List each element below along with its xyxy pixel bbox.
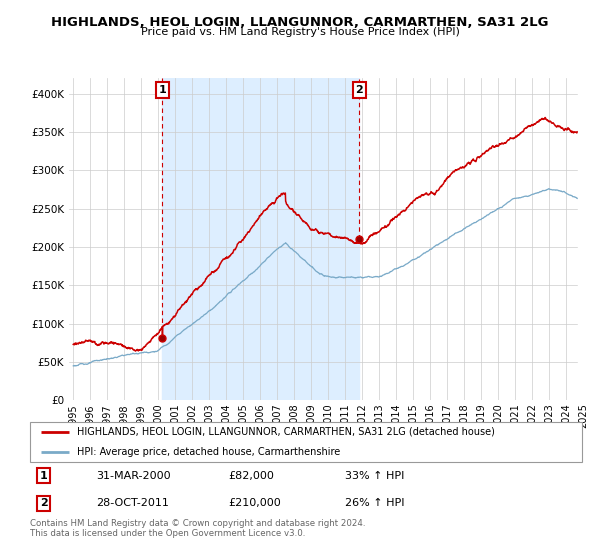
Text: HIGHLANDS, HEOL LOGIN, LLANGUNNOR, CARMARTHEN, SA31 2LG (detached house): HIGHLANDS, HEOL LOGIN, LLANGUNNOR, CARMA… (77, 427, 495, 437)
FancyBboxPatch shape (30, 422, 582, 462)
Text: HPI: Average price, detached house, Carmarthenshire: HPI: Average price, detached house, Carm… (77, 447, 340, 457)
Text: £82,000: £82,000 (229, 470, 275, 480)
Text: 28-OCT-2011: 28-OCT-2011 (96, 498, 169, 508)
Text: 2: 2 (355, 85, 363, 95)
Text: 33% ↑ HPI: 33% ↑ HPI (344, 470, 404, 480)
Text: Contains HM Land Registry data © Crown copyright and database right 2024.
This d: Contains HM Land Registry data © Crown c… (30, 519, 365, 538)
Bar (578, 78, 588, 400)
Text: 1: 1 (40, 470, 47, 480)
Text: 26% ↑ HPI: 26% ↑ HPI (344, 498, 404, 508)
Text: 1: 1 (158, 85, 166, 95)
Text: HIGHLANDS, HEOL LOGIN, LLANGUNNOR, CARMARTHEN, SA31 2LG: HIGHLANDS, HEOL LOGIN, LLANGUNNOR, CARMA… (51, 16, 549, 29)
Text: 31-MAR-2000: 31-MAR-2000 (96, 470, 171, 480)
Text: £210,000: £210,000 (229, 498, 281, 508)
Bar (163, 78, 359, 400)
Text: Price paid vs. HM Land Registry's House Price Index (HPI): Price paid vs. HM Land Registry's House … (140, 27, 460, 37)
Bar (578, 78, 588, 400)
Text: 2: 2 (40, 498, 47, 508)
